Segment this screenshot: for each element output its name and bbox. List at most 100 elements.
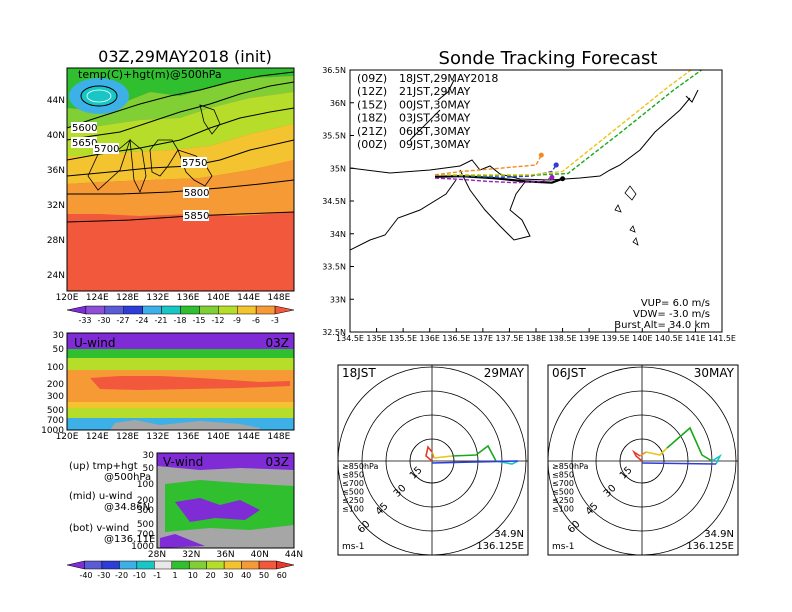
- vwind-p-tick: 100: [137, 480, 154, 490]
- colorbar-label: -33: [78, 316, 91, 325]
- vwind-time: 03Z: [266, 455, 290, 469]
- legend-run: (00Z): [357, 138, 387, 151]
- hodograph-right: 06JST 30MAYms-134.9N136.125E15304560≥850h…: [547, 364, 739, 556]
- hodo-trace: [631, 449, 643, 462]
- colorbar-label: -15: [192, 316, 205, 325]
- colorbar-swatch: [180, 305, 200, 315]
- hodo-legend-item: ≥850hPa: [342, 462, 379, 471]
- map500-lon-tick: 136E: [177, 293, 200, 303]
- hodo-trace: [645, 447, 668, 456]
- uwind-p-tick: 500: [47, 406, 64, 416]
- uwind-p-tick: 30: [53, 331, 65, 341]
- colorbar-label: 50: [259, 571, 269, 580]
- hodo-legend-item: ≤700: [552, 479, 574, 488]
- legend-time: 06JST,30MAY: [399, 125, 471, 138]
- colorbar-label: 1: [172, 571, 177, 580]
- colorbar-label: -27: [116, 316, 129, 325]
- tracking-x-tick: 136E: [420, 334, 440, 343]
- colorbar-swatch: [66, 560, 85, 570]
- colorbar-swatch: [142, 305, 162, 315]
- uwind-lon-tick: 124E: [86, 432, 109, 442]
- vwind-lat-tick: 28N: [148, 550, 166, 560]
- island-oshima: [624, 185, 637, 201]
- uwind-title: U-wind: [74, 336, 115, 350]
- vwind-p-tick: 500: [137, 520, 154, 530]
- note-head: (up) tmp+hgt: [69, 461, 138, 472]
- colorbar-swatch: [85, 305, 106, 315]
- map500-lon-tick: 120E: [56, 293, 79, 303]
- tracking-y-tick: 35.5N: [322, 132, 346, 141]
- panel-notes: (up) tmp+hgt@500hPa (mid) u-wind@34.86N (b…: [69, 461, 155, 545]
- colorbar-label: -18: [173, 316, 186, 325]
- tracking-x-tick: 141E: [685, 334, 705, 343]
- hodo-date: 29MAY: [484, 366, 525, 380]
- map500-label: temp(C)+hgt(m)@500hPa: [78, 68, 222, 81]
- izu-islands: [614, 204, 639, 246]
- vwind-lat-tick: 40N: [251, 550, 269, 560]
- hodo-frame: [547, 364, 739, 556]
- vwind-title: V-wind: [163, 455, 203, 469]
- uwind-p-tick: 100: [47, 363, 64, 373]
- hodo-trace: [641, 462, 717, 465]
- map500-lat-tick: 36N: [47, 166, 65, 176]
- note-sub: @136.11E: [104, 534, 155, 545]
- tracking-x-tick: 139.5E: [602, 334, 630, 343]
- colorbar-label: 10: [188, 571, 198, 580]
- vwind-lat-tick: 44N: [285, 550, 303, 560]
- contour-label: 5750: [182, 158, 207, 169]
- tracking-param: VUP= 6.0 m/s: [641, 298, 710, 309]
- colorbar-label: -40: [79, 571, 92, 580]
- coastline-honshu: [350, 89, 699, 181]
- colorbar-swatch: [237, 305, 257, 315]
- map500-lon-tick: 132E: [146, 293, 169, 303]
- colorbar-label: 40: [241, 571, 251, 580]
- hodo-legend-item: ≤700: [342, 479, 364, 488]
- vwind-p-tick: 50: [143, 464, 155, 474]
- colorbar-swatch: [241, 560, 260, 570]
- note-sub: @34.86N: [104, 502, 150, 513]
- hodo-legend-item: ≤500: [552, 488, 574, 497]
- colorbar-swatch: [258, 560, 277, 570]
- temp-band-3: [67, 124, 294, 184]
- height-contour-1: [66, 81, 295, 141]
- colorbar-swatch: [255, 305, 276, 315]
- uwind-p-tick: 1000: [41, 426, 64, 436]
- hodo-legend-item: ≤250: [552, 496, 574, 505]
- map500-lat-tick: 28N: [47, 236, 65, 246]
- map500-lat-tick: 40N: [47, 131, 65, 141]
- colorbar-swatch: [119, 560, 138, 570]
- map500-lon-tick: 148E: [267, 293, 290, 303]
- colorbar-label: -9: [233, 316, 241, 325]
- colorbar-label: 60: [277, 571, 287, 580]
- legend-run: (21Z): [357, 125, 387, 138]
- colorbar-swatch: [199, 305, 219, 315]
- legend-time: 09JST,30MAY: [399, 138, 471, 151]
- coastline-kii: [459, 169, 531, 241]
- contour-label: 5650: [72, 138, 97, 149]
- height-contour-0: [66, 71, 295, 129]
- colorbar-label: -21: [154, 316, 167, 325]
- colorbar-label: -30: [97, 316, 110, 325]
- colorbar-label: -12: [211, 316, 224, 325]
- hodo-lon: 136.125E: [686, 541, 734, 552]
- cold-pool-core: [81, 86, 117, 106]
- vwind-p-tick: 300: [137, 506, 154, 516]
- map500-lon-tick: 128E: [116, 293, 139, 303]
- colorbar-label: 30: [223, 571, 233, 580]
- colorbar-label: -20: [115, 571, 128, 580]
- temp-band-4: [67, 160, 294, 216]
- map500-frame: [66, 67, 295, 292]
- vwind-colorbar: -40 -30 -20 -10 -1 1 10 20 30 40 50 60: [66, 560, 295, 580]
- uwind-p-tick: 700: [47, 416, 64, 426]
- hodo-legend-item: ≤100: [552, 505, 574, 514]
- tracking-x-tick: 140E: [632, 334, 652, 343]
- tracking-x-tick: 136.5E: [442, 334, 470, 343]
- track-series: [434, 70, 703, 184]
- note-head: (mid) u-wind: [69, 491, 132, 502]
- hodo-trace: [711, 453, 722, 465]
- temp-band-1: [67, 76, 294, 128]
- contour-label: 5700: [94, 144, 119, 155]
- tracking-y-tick: 33.5N: [322, 263, 346, 272]
